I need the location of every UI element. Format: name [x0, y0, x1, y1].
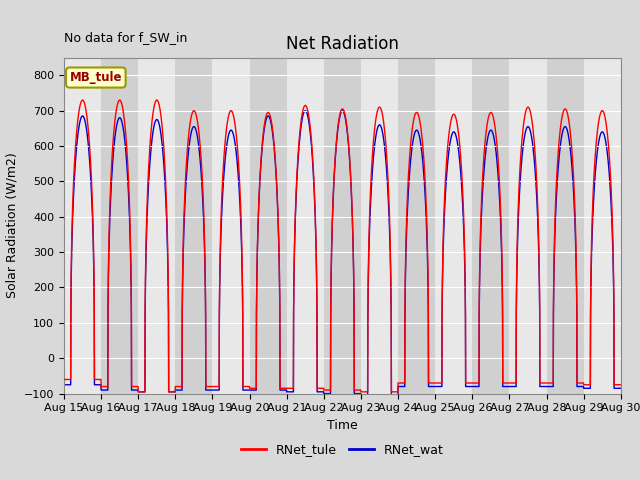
Bar [64, 58, 101, 394]
Bar [101, 58, 138, 394]
X-axis label: Time: Time [327, 419, 358, 432]
Bar [435, 58, 472, 394]
Bar [584, 58, 621, 394]
Bar [287, 58, 324, 394]
Text: MB_tule: MB_tule [70, 71, 122, 84]
Bar [472, 58, 509, 394]
Bar [361, 58, 398, 394]
Bar [509, 58, 547, 394]
Bar [398, 58, 435, 394]
Bar [250, 58, 287, 394]
Text: No data for f_SW_in: No data for f_SW_in [64, 31, 188, 44]
Bar [212, 58, 250, 394]
Y-axis label: Solar Radiation (W/m2): Solar Radiation (W/m2) [5, 153, 19, 299]
Legend: RNet_tule, RNet_wat: RNet_tule, RNet_wat [236, 438, 449, 461]
Bar [138, 58, 175, 394]
Title: Net Radiation: Net Radiation [286, 35, 399, 53]
Bar [324, 58, 361, 394]
Bar [547, 58, 584, 394]
Bar [175, 58, 212, 394]
